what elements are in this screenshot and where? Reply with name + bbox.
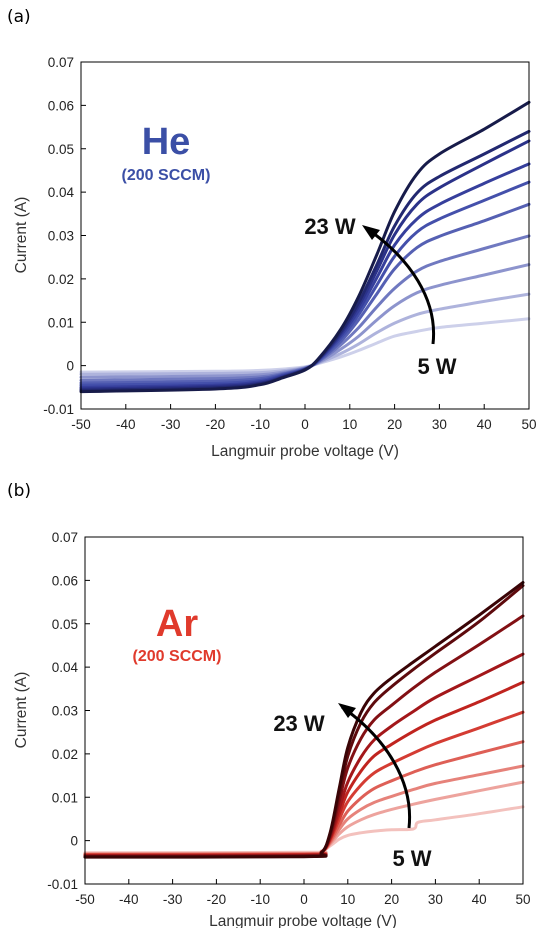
- series-line-3: [83, 764, 525, 856]
- series-line-10: [83, 581, 525, 859]
- y-tick-label: 0.05: [48, 142, 74, 157]
- x-tick-label: -40: [116, 417, 136, 432]
- y-axis-label: Current (A): [13, 197, 30, 274]
- ticks-group: -50 -40 -30 -20 -10 0 10 20 30 40 50 -0.01 0 0.01 0.02…: [47, 530, 530, 907]
- x-tick-label: -50: [71, 417, 91, 432]
- x-tick-label: -30: [163, 892, 183, 907]
- series-line-2: [79, 292, 531, 376]
- y-tick-label: 0.02: [52, 747, 78, 762]
- x-tick-label: 10: [342, 417, 357, 432]
- y-tick-label: 0.07: [52, 530, 78, 545]
- series-line-6: [79, 180, 531, 387]
- y-tick-label: 0.05: [52, 617, 78, 632]
- x-tick-label: 30: [428, 892, 443, 907]
- panel-label: (b): [7, 481, 31, 501]
- series-line-3: [79, 263, 531, 379]
- x-tick-label: -50: [75, 892, 95, 907]
- series-line-10: [79, 100, 531, 394]
- x-tick-label: 0: [300, 892, 308, 907]
- y-tick-label: 0.06: [48, 98, 74, 113]
- y-tick-label: 0: [66, 359, 74, 374]
- curves-group: [83, 581, 525, 859]
- gas-label: Ar: [156, 603, 198, 645]
- x-tick-label: 50: [521, 417, 536, 432]
- x-tick-label: 0: [301, 417, 309, 432]
- y-tick-label: -0.01: [47, 877, 78, 892]
- power-trend-arrow: [341, 705, 412, 829]
- curves-group: [79, 100, 531, 394]
- x-tick-label: 50: [515, 892, 530, 907]
- gas-label: He: [142, 121, 191, 163]
- x-tick-label: -10: [250, 417, 270, 432]
- panel-a: (a) -50 -40 -30 -20 -10 0 10 20 30 40 50 -0.01 0 0.01…: [7, 7, 537, 460]
- series-line-4: [79, 234, 531, 382]
- series-line-7: [83, 652, 525, 858]
- x-tick-label: 30: [432, 417, 447, 432]
- x-tick-label: 10: [340, 892, 355, 907]
- series-line-4: [83, 740, 525, 856]
- x-tick-label: 20: [387, 417, 402, 432]
- y-tick-label: 0.02: [48, 272, 74, 287]
- x-axis-label: Langmuir probe voltage (V): [209, 913, 397, 928]
- series-line-7: [79, 162, 531, 389]
- y-axis-label: Current (A): [13, 672, 30, 749]
- ticks-group: -50 -40 -30 -20 -10 0 10 20 30 40 50 -0.01 0 0.01 0.02…: [43, 55, 536, 432]
- series-line-1: [83, 805, 525, 855]
- x-tick-label: -30: [161, 417, 181, 432]
- panel-label: (a): [7, 7, 31, 27]
- x-axis-label: Langmuir probe voltage (V): [211, 443, 399, 460]
- x-tick-label: -40: [119, 892, 139, 907]
- y-tick-label: 0.01: [52, 790, 78, 805]
- power-trend-arrow: [365, 226, 436, 345]
- x-tick-label: -10: [250, 892, 270, 907]
- flow-label: (200 SCCM): [122, 167, 211, 184]
- x-tick-label: 40: [472, 892, 487, 907]
- panel-b: (b) -50 -40 -30 -20 -10 0 10 20 30 40 50 -0.01 0 0.01…: [7, 481, 531, 928]
- x-tick-label: -20: [207, 892, 227, 907]
- series-line-1: [79, 317, 531, 374]
- y-tick-label: 0.01: [48, 315, 74, 330]
- y-tick-label: 0.04: [48, 185, 75, 200]
- y-tick-label: 0.07: [48, 55, 74, 70]
- annotation-5w: 5 W: [417, 354, 456, 379]
- y-tick-label: 0.06: [52, 573, 78, 588]
- arrow-head: [338, 703, 356, 718]
- x-tick-label: 20: [384, 892, 399, 907]
- y-tick-label: 0.03: [52, 704, 78, 719]
- annotation-23w: 23 W: [304, 214, 356, 239]
- annotation-23w: 23 W: [273, 711, 325, 736]
- y-tick-label: 0: [70, 834, 78, 849]
- series-line-5: [79, 202, 531, 385]
- annotation-5w: 5 W: [392, 846, 431, 871]
- arrow-head: [362, 225, 380, 240]
- y-tick-label: 0.04: [52, 660, 79, 675]
- x-tick-label: -20: [206, 417, 226, 432]
- x-tick-label: 40: [477, 417, 492, 432]
- y-tick-label: -0.01: [43, 402, 74, 417]
- flow-label: (200 SCCM): [133, 648, 222, 665]
- series-line-6: [83, 680, 525, 857]
- y-tick-label: 0.03: [48, 229, 74, 244]
